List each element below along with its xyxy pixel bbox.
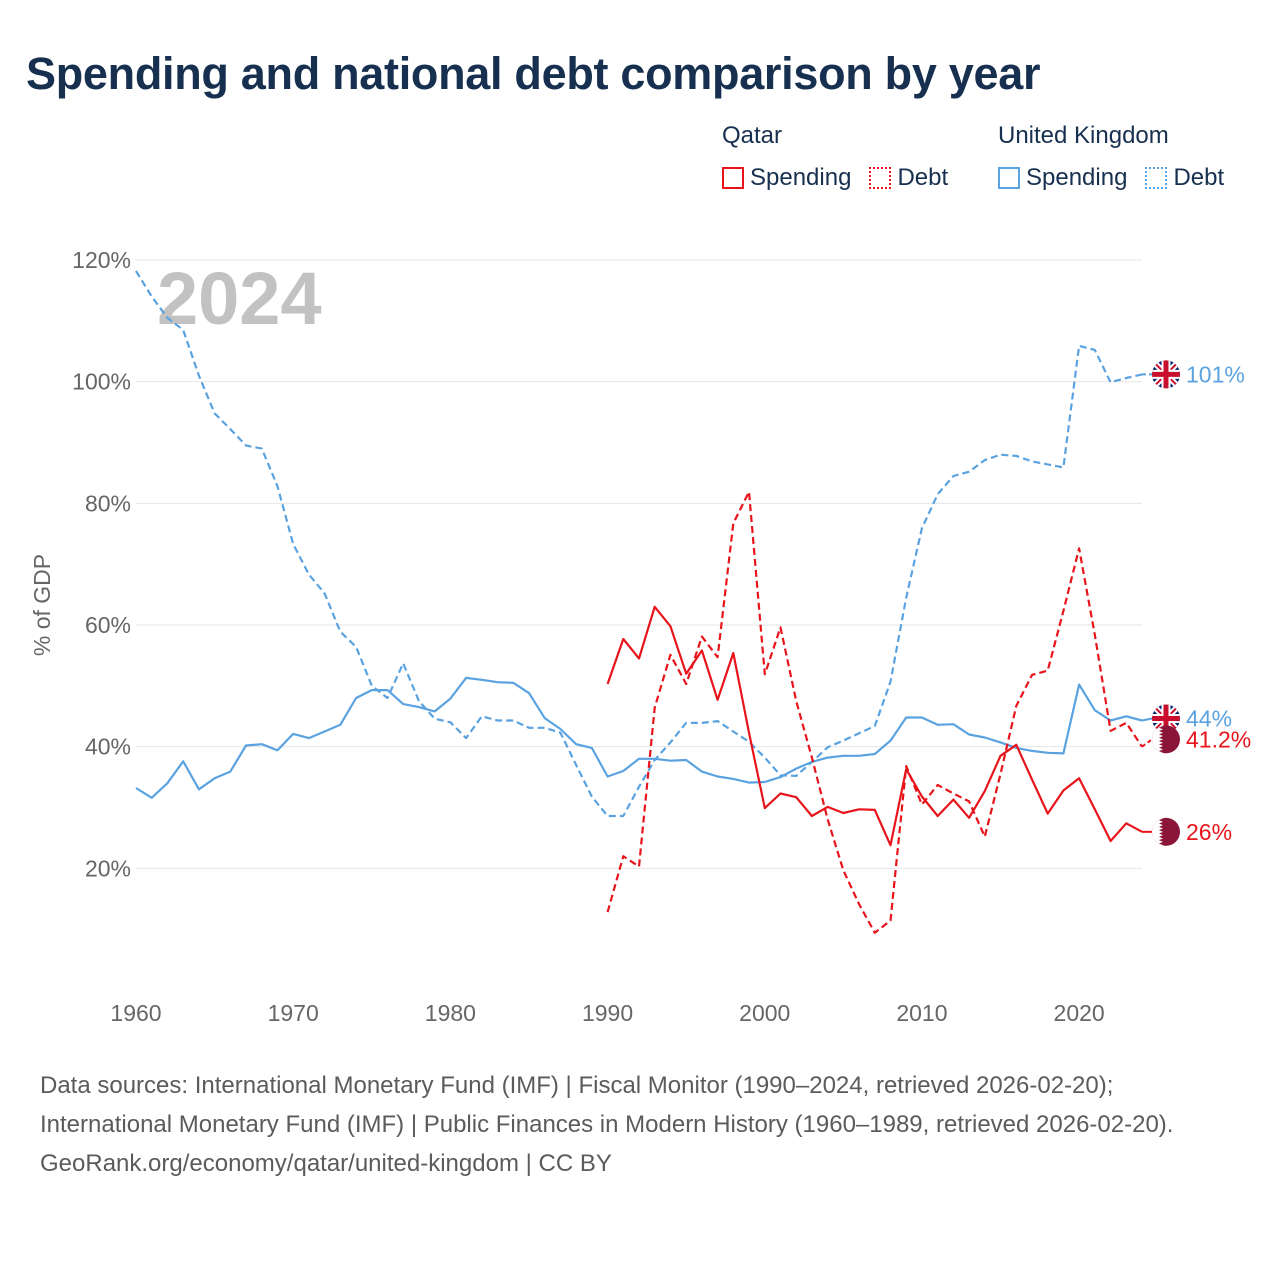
legend-country-uk: United Kingdom [998,122,1169,149]
qatar-flag-icon [1152,817,1180,846]
legend-country-qatar: Qatar [722,122,783,149]
legend-swatch-dotted [869,167,892,189]
footer: Data sources: International Monetary Fun… [40,1066,1240,1183]
legend-qatar-debt[interactable]: Debt [869,164,948,192]
uk-spending-end-connector [1141,717,1153,722]
x-tick-label: 2000 [739,1000,790,1026]
y-axis-label: % of GDP [29,554,55,656]
qatar-spending-end-label: 26% [1186,819,1232,845]
legend-uk-debt[interactable]: Debt [1145,164,1224,192]
y-tick-label: 100% [72,369,131,395]
y-tick-label: 60% [85,612,131,638]
uk-flag-icon [1152,360,1180,389]
series [135,270,1143,934]
y-tick-label: 80% [85,490,131,516]
legend-group-qatar: Qatar Spending Debt [722,122,966,192]
grid: 20% 40% 60% 80% 100% 120% 1960 1970 1980 1990 2000… [72,247,1142,1026]
legend-label: Spending [1026,164,1128,191]
legend-swatch-solid [998,167,1020,189]
legend-qatar-spending[interactable]: Spending [722,164,851,192]
chart-title: Spending and national debt comparison by… [26,48,1041,99]
x-tick-label: 2020 [1054,1000,1105,1026]
uk-spending-line[interactable] [135,676,1143,799]
y-tick-label: 120% [72,247,131,273]
legend-label: Spending [750,164,852,191]
legend-label: Debt [897,164,949,191]
x-tick-label: 1990 [582,1000,633,1026]
qatar-spending-line[interactable] [606,605,1143,847]
data-sources: Data sources: International Monetary Fun… [40,1072,1174,1138]
year-watermark: 2024 [157,257,322,340]
uk-debt-end-label: 101% [1186,361,1245,387]
line-chart: 20% 40% 60% 80% 100% 120% 1960 1970 1980 1990 2000… [29,247,1251,1026]
legend-label: Debt [1173,164,1225,191]
x-tick-label: 1970 [268,1000,319,1026]
qatar-debt-end-label: 41.2% [1186,726,1251,752]
legend-swatch-dotted [1145,167,1168,189]
x-tick-label: 1960 [110,1000,161,1026]
qatar-debt-line[interactable] [606,490,1143,934]
uk-spending-end-label: 44% [1186,706,1232,732]
x-tick-label: 1980 [425,1000,476,1026]
end-markers: 44% 101% 26% 41.2% [1141,360,1251,846]
y-tick-label: 20% [85,855,131,881]
legend-group-uk: United Kingdom Spending Debt [998,122,1242,192]
qatar-debt-end-connector [1141,738,1153,748]
x-tick-label: 2010 [896,1000,947,1026]
uk-debt-line[interactable] [135,270,1143,818]
legend-swatch-solid [722,167,744,189]
legend-uk-spending[interactable]: Spending [998,164,1127,192]
attribution[interactable]: GeoRank.org/economy/qatar/united-kingdom… [40,1150,612,1177]
qatar-flag-icon [1152,725,1180,754]
y-tick-label: 40% [85,734,131,760]
